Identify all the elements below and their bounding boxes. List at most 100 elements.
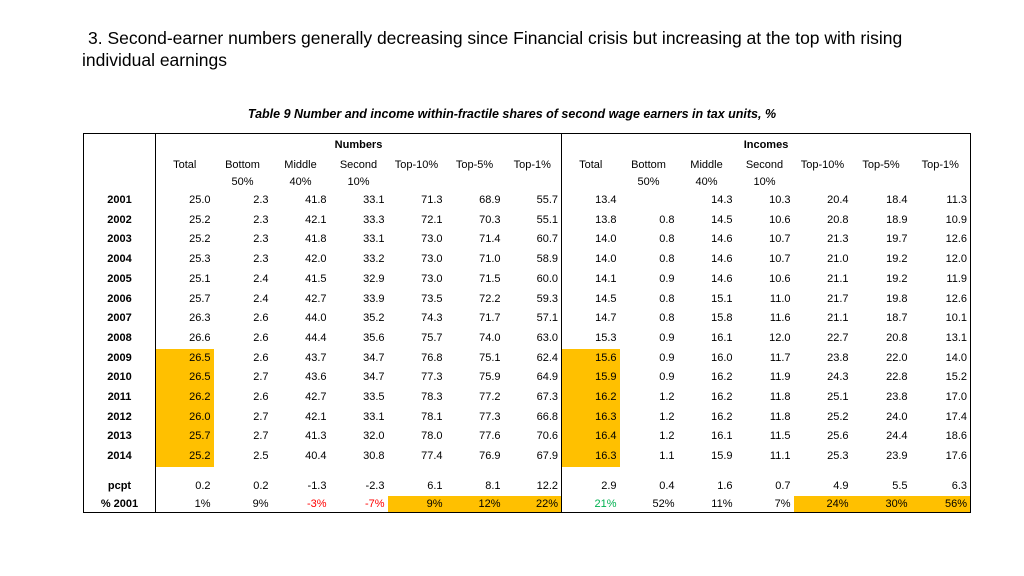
data-cell: 11.5 — [769, 430, 791, 443]
data-cell: 57.1 — [503, 309, 562, 329]
data-cell: 10.1 — [910, 309, 972, 329]
column-header: Top-1% — [910, 156, 972, 174]
year-subheader-cell — [83, 174, 156, 191]
data-cell: 55.1 — [503, 210, 562, 231]
data-cell: 26.5 — [155, 348, 214, 369]
year-cell: 2002 — [83, 210, 156, 231]
second-earner-table: Numbers Incomes Total Bottom Middle Second T… — [83, 133, 972, 513]
data-cell: 19.2 — [886, 272, 908, 285]
pcpt-cell: 4.9 — [833, 479, 849, 492]
data-cell: 0.8 — [659, 312, 675, 325]
data-cell: 0.8 — [659, 213, 675, 226]
data-cell: 25.7 — [189, 292, 211, 305]
data-cell: 30.8 — [363, 450, 385, 463]
data-cell: 16.1 — [711, 331, 733, 344]
data-cell: 0.9 — [659, 331, 675, 344]
data-cell: 44.4 — [305, 331, 327, 344]
data-cell: 60.7 — [503, 230, 562, 251]
year-cell: 2005 — [83, 269, 156, 290]
data-cell: 22.7 — [827, 331, 849, 344]
data-cell: 34.7 — [363, 351, 385, 364]
data-cell: 16.0 — [711, 351, 733, 364]
data-cell: 71.5 — [479, 272, 501, 285]
data-cell: 33.1 — [363, 410, 385, 423]
year-cell: 2013 — [83, 427, 156, 448]
data-cell: 15.6 — [561, 348, 620, 369]
year-cell: 2001 — [83, 191, 156, 211]
data-cell: 14.3 — [711, 194, 733, 206]
group-header-row: Numbers Incomes — [83, 133, 972, 156]
data-cell: 22.8 — [886, 371, 908, 384]
data-cell: 0.9 — [659, 272, 675, 285]
data-cell: 16.2 — [711, 391, 733, 404]
data-cell: 62.4 — [503, 348, 562, 369]
data-cell: 43.7 — [305, 351, 327, 364]
pcpt-cell: 6.3 — [910, 476, 972, 496]
data-cell: 32.9 — [363, 272, 385, 285]
data-cell: 42.0 — [305, 253, 327, 266]
pct-cell: 56% — [910, 495, 972, 513]
data-cell: 23.8 — [827, 351, 849, 364]
data-cell: 11.9 — [769, 371, 791, 384]
table-row: 2006 25.7 2.4 42.7 33.9 73.5 72.2 59.3 14.5 0.8 15… — [83, 289, 972, 310]
data-cell: 26.0 — [155, 407, 214, 428]
data-cell: 11.1 — [769, 450, 791, 463]
table-row: 2014 25.2 2.5 40.4 30.8 77.4 76.9 67.9 16.3 1.1 15… — [83, 447, 972, 467]
data-cell: 70.3 — [479, 213, 501, 226]
data-cell: 21.0 — [827, 253, 849, 266]
data-cell: 75.1 — [479, 351, 501, 364]
column-header: Top-5% — [455, 159, 494, 171]
column-header: Bottom — [225, 159, 260, 171]
year-cell: 2008 — [83, 328, 156, 349]
numbers-group-label: Numbers — [155, 133, 562, 156]
data-cell: 21.1 — [827, 272, 849, 285]
data-cell: 0.9 — [659, 351, 675, 364]
pct-cell: 1% — [155, 495, 214, 513]
table-row: 2007 26.3 2.6 44.0 35.2 74.3 71.7 57.1 14.7 0.8 15… — [83, 309, 972, 329]
data-cell: 24.3 — [827, 371, 849, 384]
data-cell: 55.7 — [503, 191, 562, 211]
column-subheader — [910, 174, 972, 191]
data-cell: 1.2 — [659, 410, 675, 423]
data-cell: 26.2 — [155, 388, 214, 408]
data-cell: 11.7 — [769, 351, 791, 364]
data-cell: 25.3 — [827, 450, 849, 463]
data-cell: 22.0 — [886, 351, 908, 364]
pcpt-cell: 0.2 — [195, 479, 211, 492]
pct-cell: 21% — [561, 495, 620, 513]
year-cell: 2007 — [83, 309, 156, 329]
pct-cell: -3% — [271, 495, 330, 513]
data-cell: 21.3 — [827, 233, 849, 246]
data-cell: 76.9 — [479, 450, 501, 463]
data-cell: 11.8 — [769, 391, 791, 404]
data-cell: 72.1 — [421, 213, 443, 226]
data-cell: 58.9 — [503, 250, 562, 270]
table-row: 2001 25.0 2.3 41.8 33.1 71.3 68.9 55.7 13.4 14.3 1… — [83, 191, 972, 211]
data-cell: 78.3 — [421, 391, 443, 404]
table-caption: Table 9 Number and income within-fractil… — [247, 107, 777, 121]
data-cell: 14.0 — [595, 253, 617, 266]
data-cell: 12.6 — [910, 289, 972, 310]
table-row: 2005 25.1 2.4 41.5 32.9 73.0 71.5 60.0 14.1 0.9 14… — [83, 269, 972, 290]
incomes-group-label: Incomes — [561, 133, 972, 156]
data-cell: 2.6 — [253, 391, 269, 404]
data-cell: 16.2 — [711, 410, 733, 423]
column-header: Second — [745, 159, 784, 171]
column-header: Bottom — [631, 159, 666, 171]
data-cell: 14.7 — [595, 312, 617, 325]
data-cell: 13.8 — [595, 213, 617, 226]
column-subheader — [156, 174, 214, 191]
pct-cell: 11% — [677, 495, 736, 513]
pct-cell: 12% — [445, 495, 504, 513]
data-cell: 71.7 — [479, 312, 501, 325]
data-cell: 13.4 — [595, 194, 617, 206]
data-cell: 71.4 — [479, 233, 501, 246]
data-cell: 14.5 — [711, 213, 733, 226]
data-cell: 20.4 — [827, 194, 849, 206]
data-cell: 35.6 — [363, 331, 385, 344]
column-subheader: 50% — [231, 176, 254, 188]
corner-cell — [83, 133, 156, 156]
data-cell: 33.2 — [363, 253, 385, 266]
data-cell — [620, 191, 678, 211]
data-cell: 1.2 — [659, 430, 675, 443]
